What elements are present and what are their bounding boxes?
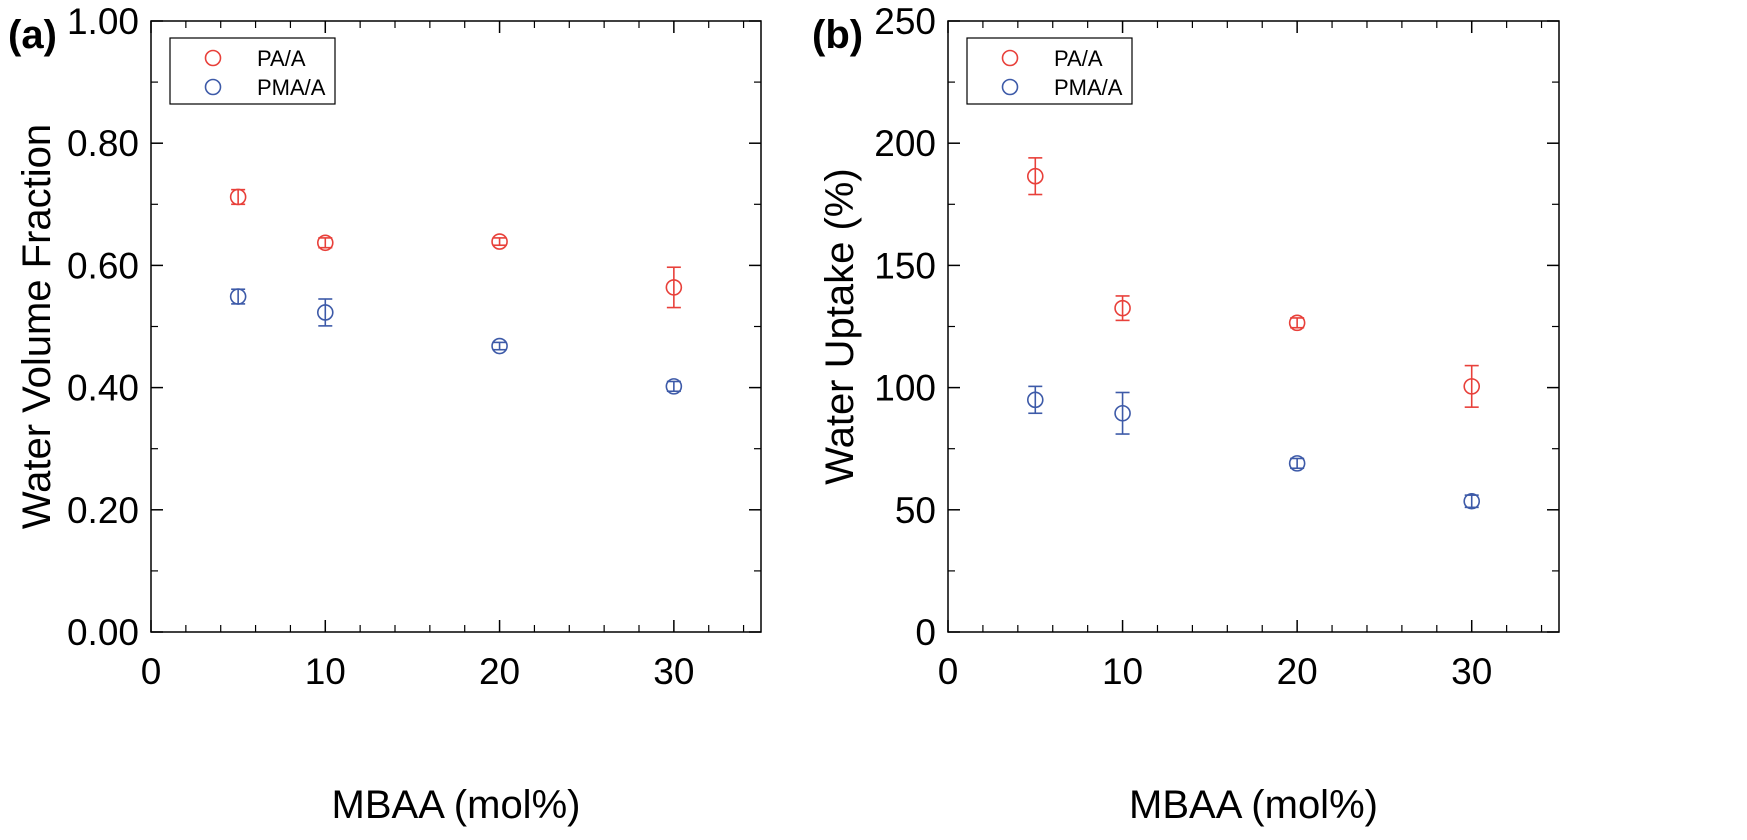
data-point (1463, 378, 1481, 395)
legend-label: PA/A (1054, 46, 1103, 71)
y-tick-label: 0 (915, 612, 936, 653)
y-tick-label: 150 (874, 245, 936, 286)
series-paa (1026, 157, 1481, 408)
legend-marker (1001, 49, 1019, 67)
legend-marker (204, 49, 222, 67)
series-pmaa (229, 288, 683, 395)
data-point (229, 188, 247, 206)
data-point (1463, 492, 1481, 510)
legend-marker (1001, 78, 1019, 96)
data-point (1114, 299, 1131, 317)
y-tick-label: 50 (895, 490, 936, 531)
y-tick-label: 200 (874, 123, 936, 164)
plot-frame (150, 20, 762, 633)
data-point (1288, 455, 1306, 472)
y-tick-label: 0.80 (67, 123, 139, 164)
legend-box (169, 37, 336, 105)
x-axis-title: MBAA (mol%) (332, 783, 581, 827)
data-point (491, 337, 508, 355)
data-point (1288, 314, 1306, 332)
panel-label: (a) (8, 13, 57, 57)
series-pmaa (1026, 385, 1481, 510)
data-point (665, 378, 683, 395)
data-point (316, 304, 334, 321)
y-tick-label: 0.00 (67, 612, 139, 653)
y-tick-label: 250 (874, 1, 936, 42)
x-tick-label: 10 (305, 651, 346, 692)
legend-marker (204, 78, 222, 96)
chart-panel-b: 0 10 20 30 0 50 100 150 200 250 (b) MBAA (mol%) Wate… (812, 1, 1560, 827)
x-axis-title: MBAA (mol%) (1129, 783, 1378, 827)
legend-box (966, 37, 1133, 105)
legend-label: PMA/A (1054, 75, 1123, 100)
series-paa (229, 188, 683, 309)
legend: PA/A PMA/A (169, 37, 336, 105)
x-tick-label: 30 (653, 651, 694, 692)
y-tick-label: 100 (874, 368, 936, 409)
y-tick-label: 0.20 (67, 490, 139, 531)
y-tick-label: 0.40 (67, 368, 139, 409)
y-axis-title: Water Uptake (%) (818, 168, 862, 484)
data-point (1114, 404, 1131, 422)
data-point (316, 234, 334, 252)
data-point (665, 279, 683, 296)
data-point (229, 288, 247, 305)
y-tick-label: 0.60 (67, 245, 139, 286)
data-point (491, 233, 508, 250)
x-tick-label: 0 (938, 651, 959, 692)
legend: PA/A PMA/A (966, 37, 1133, 105)
x-tick-label: 20 (479, 651, 520, 692)
x-tick-label: 20 (1277, 651, 1318, 692)
data-point (1026, 167, 1044, 185)
x-tick-label: 0 (141, 651, 162, 692)
legend-label: PA/A (257, 46, 306, 71)
y-axis-title: Water Volume Fraction (15, 124, 59, 529)
x-tick-label: 10 (1102, 651, 1143, 692)
x-tick-label: 30 (1451, 651, 1492, 692)
y-tick-label: 1.00 (67, 1, 139, 42)
legend-label: PMA/A (257, 75, 326, 100)
chart-panel-a: 0 10 20 30 0.00 0.20 0.40 0.60 0.80 1.00(a) MBAA (… (8, 1, 762, 827)
plot-frame (947, 20, 1560, 633)
data-point (1026, 391, 1044, 409)
panel-label: (b) (812, 13, 863, 57)
